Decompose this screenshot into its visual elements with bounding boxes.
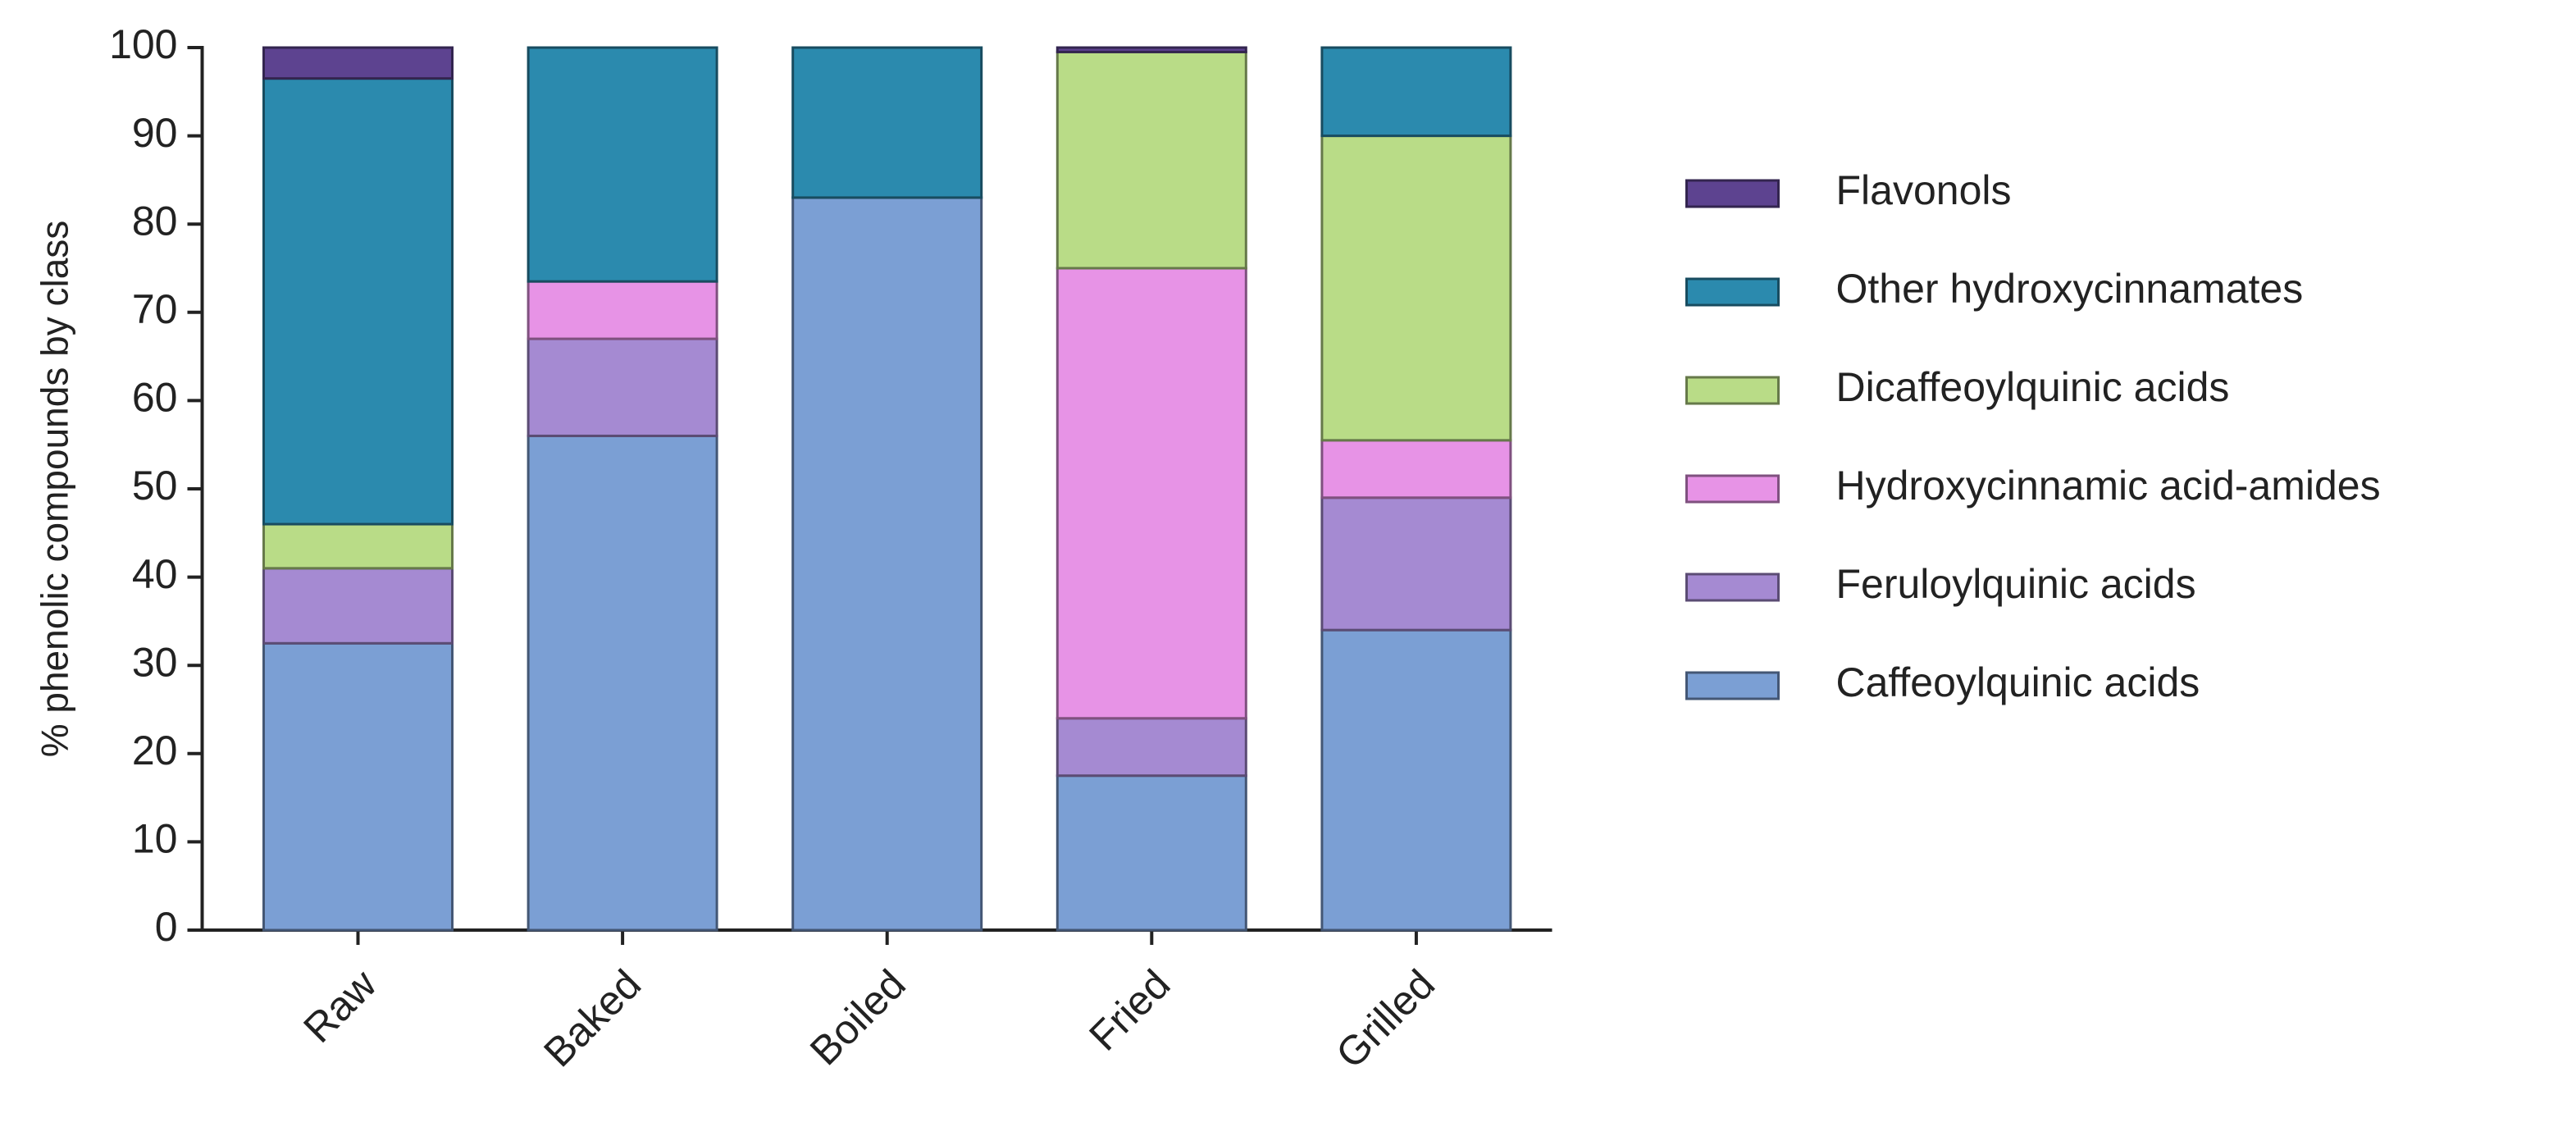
bar-segment: [1320, 46, 1512, 138]
y-tick-label: 50: [132, 463, 178, 509]
bar-segment: [262, 46, 454, 80]
bar-segment: [791, 196, 983, 932]
y-axis-label: % phenolic compounds by class: [34, 221, 76, 758]
legend-swatch: [1685, 376, 1780, 405]
legend-label: Other hydroxycinnamates: [1836, 266, 2304, 312]
y-tick-label: 90: [132, 110, 178, 156]
legend-label: Dicaffeoylquinic acids: [1836, 364, 2230, 410]
bar-segment: [1320, 496, 1512, 632]
legend-swatch: [1685, 671, 1780, 700]
bar-segment: [527, 434, 718, 932]
legend-label: Flavonols: [1836, 167, 2012, 213]
x-tick-label: Raw: [294, 960, 385, 1051]
bar-segment: [1055, 774, 1247, 932]
bar-segment: [791, 46, 983, 199]
y-tick-label: 0: [155, 904, 178, 950]
x-tick-label: Grilled: [1327, 961, 1443, 1078]
bar-segment: [1320, 628, 1512, 932]
y-tick-label: 70: [132, 286, 178, 332]
y-tick-label: 40: [132, 551, 178, 597]
legend-swatch: [1685, 572, 1780, 602]
bar-segment: [1055, 267, 1247, 720]
bar-segment: [1055, 50, 1247, 270]
y-tick-label: 30: [132, 639, 178, 685]
legend-label: Caffeoylquinic acids: [1836, 659, 2200, 705]
y-tick-label: 100: [109, 21, 177, 67]
legend-swatch: [1685, 277, 1780, 307]
legend-label: Hydroxycinnamic acid-amides: [1836, 463, 2381, 509]
y-tick-label: 60: [132, 375, 178, 421]
legend-label: Feruloylquinic acids: [1836, 561, 2196, 607]
bar-segment: [1055, 717, 1247, 778]
bar-segment: [527, 46, 718, 283]
legend-swatch: [1685, 179, 1780, 208]
bar-segment: [527, 337, 718, 437]
bar-segment: [1055, 46, 1247, 53]
bar-segment: [1320, 439, 1512, 500]
bar-segment: [262, 567, 454, 645]
bar-segment: [1320, 135, 1512, 442]
bar-segment: [262, 641, 454, 932]
legend-swatch: [1685, 474, 1780, 504]
bar-segment: [262, 522, 454, 570]
bar-segment: [527, 280, 718, 340]
x-tick-label: Boiled: [801, 961, 914, 1074]
x-tick-label: Baked: [535, 961, 650, 1076]
y-tick-label: 20: [132, 728, 178, 773]
bar-segment: [262, 77, 454, 526]
y-tick-label: 80: [132, 198, 178, 244]
x-tick-label: Fried: [1080, 961, 1179, 1060]
y-tick-label: 10: [132, 816, 178, 862]
